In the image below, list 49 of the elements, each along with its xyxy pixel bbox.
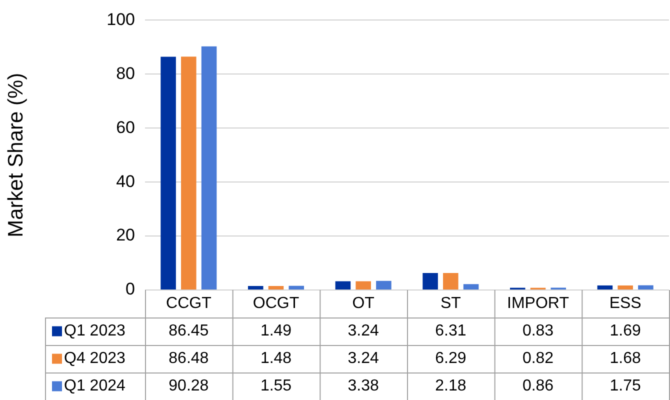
y-tick-label: 80 bbox=[116, 64, 135, 83]
y-tick-label: 100 bbox=[106, 10, 135, 29]
y-tick-label: 40 bbox=[116, 172, 135, 191]
bar bbox=[288, 286, 304, 290]
bar bbox=[335, 281, 351, 290]
legend-label: Q1 2023 bbox=[64, 322, 126, 340]
bar bbox=[248, 286, 264, 290]
data-label: 3.38 bbox=[348, 378, 380, 395]
data-label: 1.55 bbox=[260, 378, 292, 395]
y-tick-label: 20 bbox=[116, 226, 135, 245]
data-label: 1.75 bbox=[610, 378, 642, 395]
x-tick-label: ESS bbox=[609, 295, 642, 312]
data-label: 86.48 bbox=[168, 350, 209, 368]
bar bbox=[597, 285, 613, 290]
bar bbox=[422, 272, 438, 290]
x-tick-label: ST bbox=[440, 295, 462, 312]
legend-label: Q1 2024 bbox=[64, 378, 126, 395]
legend-label: Q4 2023 bbox=[64, 350, 126, 368]
data-label: 0.86 bbox=[522, 378, 554, 395]
data-label: 1.49 bbox=[260, 322, 292, 340]
data-label: 1.48 bbox=[260, 350, 292, 368]
bar bbox=[443, 273, 458, 290]
bar bbox=[638, 285, 654, 290]
bar bbox=[356, 281, 371, 290]
data-label: 0.82 bbox=[522, 350, 554, 368]
bar bbox=[181, 56, 196, 290]
y-axis-title: Market Share (%) bbox=[4, 72, 28, 238]
bar bbox=[376, 280, 392, 290]
data-label: 3.24 bbox=[348, 350, 380, 368]
y-tick-label: 60 bbox=[116, 118, 135, 137]
bar bbox=[160, 56, 176, 290]
x-tick-label: OT bbox=[352, 295, 375, 312]
data-label: 90.28 bbox=[168, 378, 209, 395]
bar bbox=[618, 285, 633, 290]
data-label: 6.29 bbox=[435, 350, 466, 368]
data-label: 0.83 bbox=[522, 322, 554, 340]
data-label: 86.45 bbox=[168, 322, 209, 340]
data-label: 1.69 bbox=[610, 322, 642, 340]
x-tick-label: CCGT bbox=[166, 295, 212, 312]
bar bbox=[268, 286, 284, 290]
data-label: 6.31 bbox=[435, 322, 466, 340]
data-label: 2.18 bbox=[435, 378, 466, 395]
data-label: 1.68 bbox=[610, 350, 642, 368]
bar bbox=[463, 284, 479, 290]
bar bbox=[201, 46, 217, 290]
y-tick-label: 0 bbox=[126, 280, 135, 299]
data-label: 3.24 bbox=[348, 322, 380, 340]
x-tick-label: OCGT bbox=[252, 295, 300, 312]
x-tick-label: IMPORT bbox=[507, 295, 570, 312]
